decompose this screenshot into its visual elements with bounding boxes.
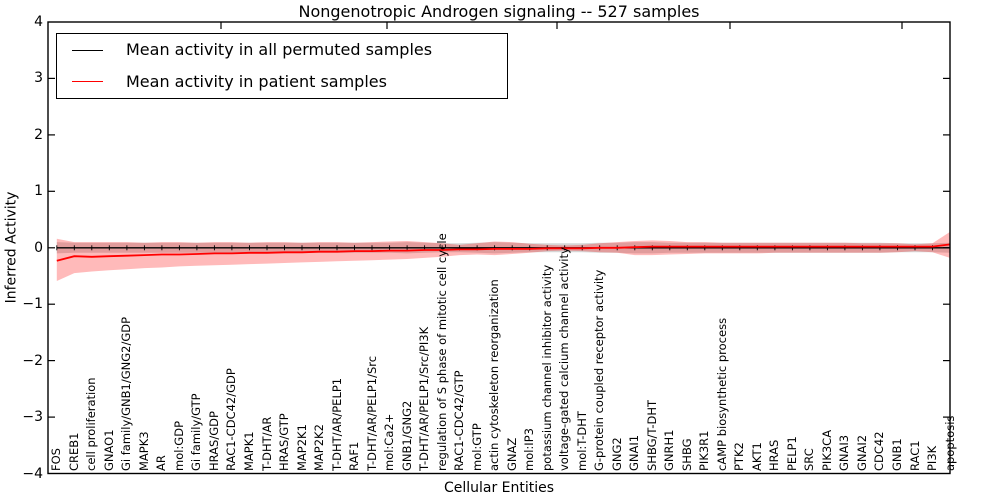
x-tick-label: CDC42 bbox=[872, 431, 887, 471]
x-tick-label: CREB1 bbox=[66, 432, 81, 472]
x-tick-label: RAC1 bbox=[907, 440, 922, 471]
x-tick-label: Gi family/GTP bbox=[189, 393, 204, 471]
x-tick-label: PTK2 bbox=[732, 442, 747, 471]
x-tick-label: GNAI2 bbox=[854, 434, 869, 471]
x-tick-label: T-DHT/AR/PELP1 bbox=[329, 377, 344, 471]
x-tick-label: mol:T-DHT bbox=[574, 411, 589, 471]
x-tick-label: SRC bbox=[802, 448, 817, 471]
y-tick-label: 1 bbox=[34, 183, 43, 200]
x-tick-label: AR bbox=[154, 455, 169, 471]
x-tick-label: RAC1-CDC42/GDP bbox=[224, 368, 239, 471]
x-tick-label: G-protein coupled receptor activity bbox=[592, 269, 607, 471]
band-patient-samples-spread bbox=[56, 231, 951, 281]
legend-item: Mean activity in all permuted samples bbox=[57, 35, 507, 65]
x-tick-label: voltage-gated calcium channel activity bbox=[557, 247, 572, 471]
x-tick-label: MAP2K2 bbox=[312, 424, 326, 471]
x-tick-label: mol:GDP bbox=[171, 420, 186, 471]
x-tick-label: cell proliferation bbox=[84, 377, 99, 471]
x-tick-label: PIK3CA bbox=[819, 429, 834, 471]
x-tick-label: actin cytoskeleton reorganization bbox=[487, 279, 502, 471]
x-tick-label: T-DHT/AR bbox=[259, 416, 274, 471]
y-tick-label: 4 bbox=[34, 14, 43, 30]
x-tick-label: GNAO1 bbox=[101, 429, 116, 471]
x-tick-label: mol:GTP bbox=[469, 423, 484, 471]
legend-label: Mean activity in all permuted samples bbox=[126, 40, 433, 60]
x-tick-label: SHBG bbox=[679, 438, 694, 471]
x-tick-label: HRAS/GTP bbox=[277, 413, 291, 471]
x-tick-label: RAF1 bbox=[347, 441, 361, 471]
x-tick-label: AKT1 bbox=[749, 442, 764, 471]
x-tick-label: GNB1/GNG2 bbox=[399, 400, 414, 471]
y-tick-label: 0 bbox=[34, 239, 43, 256]
x-tick-label: GNAZ bbox=[504, 437, 519, 471]
patient-mean-line bbox=[56, 243, 951, 262]
y-tick-label: −3 bbox=[22, 409, 43, 426]
x-tick-label: GNB1 bbox=[890, 438, 904, 471]
x-tick-label: GNG2 bbox=[609, 437, 624, 471]
legend: Mean activity in all permuted samples Me… bbox=[56, 33, 508, 99]
y-tick-label: −2 bbox=[22, 352, 43, 369]
x-tick-label: MAPK1 bbox=[242, 431, 256, 471]
x-axis-label: Cellular Entities bbox=[443, 480, 555, 496]
x-tick-label: SHBG/T-DHT bbox=[644, 399, 659, 471]
x-tick-label: RAC1-CDC42/GTP bbox=[452, 370, 467, 471]
x-tick-label: T-DHT/AR/PELP1/Src bbox=[364, 355, 379, 471]
x-tick-label: cAMP biosynthetic process bbox=[714, 317, 729, 471]
x-tick-label: FOS bbox=[49, 448, 64, 471]
x-tick-label: MAPK3 bbox=[136, 431, 151, 471]
x-tick-label: mol:Ca2+ bbox=[382, 413, 397, 471]
x-tick-label: PELP1 bbox=[784, 436, 799, 471]
legend-line-sample-black bbox=[72, 49, 103, 51]
x-tick-label: GNRH1 bbox=[662, 429, 677, 471]
x-tick-label: apoptosis bbox=[942, 415, 957, 471]
legend-label: Mean activity in patient samples bbox=[126, 71, 387, 91]
y-tick-label: −1 bbox=[22, 296, 43, 313]
y-tick-label: 3 bbox=[34, 70, 43, 87]
y-tick-label: −4 bbox=[22, 465, 43, 482]
x-tick-label: HRAS bbox=[767, 439, 782, 471]
chart-title: Nongenotropic Androgen signaling -- 527 … bbox=[298, 2, 700, 21]
x-tick-label: MAP2K1 bbox=[294, 424, 309, 471]
x-tick-label: T-DHT/AR/PELP1/Src/PI3K bbox=[417, 326, 432, 471]
x-tick-label: PIK3R1 bbox=[697, 430, 712, 472]
x-tick-label: HRAS/GDP bbox=[206, 411, 221, 471]
x-tick-label: regulation of S phase of mitotic cell cy… bbox=[434, 233, 449, 471]
x-tick-label: PI3K bbox=[925, 445, 939, 471]
x-tick-label: mol:IP3 bbox=[522, 428, 537, 471]
x-tick-label: Gi family/GNB1/GNG2/GDP bbox=[119, 316, 134, 471]
x-tick-label: GNAI1 bbox=[627, 434, 642, 471]
x-tick-label: potassium channel inhibitor activity bbox=[539, 264, 554, 471]
legend-item: Mean activity in patient samples bbox=[57, 67, 507, 97]
legend-line-sample-red bbox=[72, 81, 103, 83]
y-tick-label: 2 bbox=[34, 126, 43, 143]
x-tick-label: GNAI3 bbox=[837, 434, 852, 471]
